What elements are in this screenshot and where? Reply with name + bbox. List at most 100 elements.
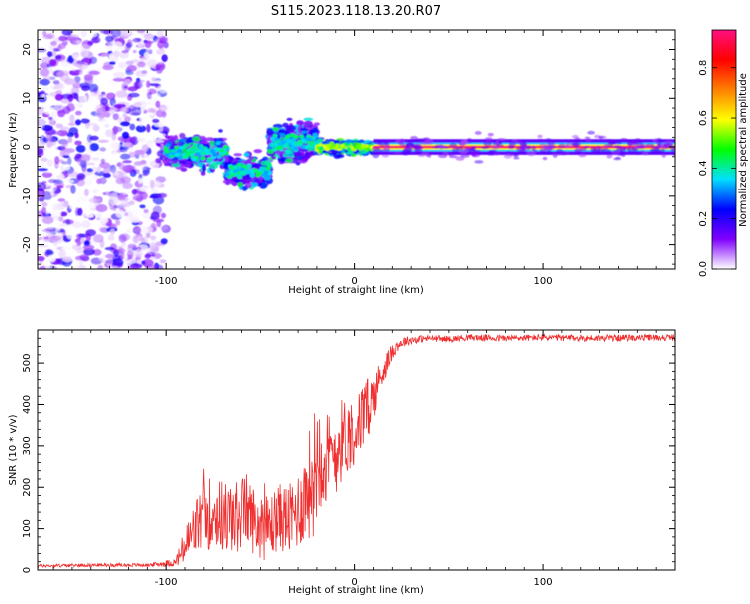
heat-blob <box>109 108 115 115</box>
heat-speckle <box>467 147 476 151</box>
heat-blob <box>124 196 131 200</box>
heat-blob <box>111 258 124 267</box>
heat-blob <box>110 30 122 38</box>
heat-blob <box>87 30 97 39</box>
heat-blob <box>64 78 75 85</box>
heat-blob <box>160 238 168 245</box>
heat-blob <box>64 179 75 184</box>
x-tick-label: -100 <box>155 276 178 287</box>
heat-blob <box>62 106 71 115</box>
heat-blob <box>96 212 102 218</box>
y-tick-label: 400 <box>22 395 33 414</box>
heat-blob <box>244 182 253 189</box>
heat-blob <box>83 114 94 119</box>
colorbar-tick-label: 0.8 <box>698 60 709 76</box>
heat-speckle <box>661 152 666 158</box>
heat-blob <box>59 211 68 217</box>
heat-blob <box>62 151 71 155</box>
heat-speckle <box>556 148 563 154</box>
heat-speckle <box>488 151 494 155</box>
heat-blob <box>192 136 202 142</box>
heat-blob <box>103 173 111 178</box>
heat-blob <box>38 244 49 248</box>
heat-speckle <box>543 144 554 150</box>
heat-blob <box>154 252 161 260</box>
heat-blob <box>113 188 122 193</box>
heat-speckle <box>483 140 492 147</box>
heat-blob <box>312 127 319 134</box>
heat-blob <box>43 148 53 155</box>
heat-blob <box>101 253 107 261</box>
heat-blob <box>72 40 77 45</box>
heat-blob <box>52 203 62 212</box>
colorbar-tick-label: 0.0 <box>698 261 709 277</box>
colorbar-gradient <box>712 30 736 269</box>
heat-blob <box>118 51 129 59</box>
snr-ylabel: SNR (10 * v/v) <box>8 414 19 485</box>
heat-speckle <box>541 151 547 155</box>
heat-blob <box>75 110 82 116</box>
heat-core <box>293 135 299 139</box>
heat-speckle <box>503 153 512 159</box>
heat-blob <box>88 197 101 204</box>
heat-blob <box>48 58 59 67</box>
heat-blob <box>80 44 92 49</box>
heat-blob <box>146 123 151 133</box>
heat-blob <box>115 219 121 226</box>
heat-speckle <box>639 144 649 148</box>
heat-core <box>284 135 290 140</box>
heat-speckle <box>658 145 664 149</box>
colorbar: 0.0 0.2 0.4 0.6 0.8 Normalized spectral ampl… <box>698 29 749 277</box>
heat-blob <box>139 204 146 209</box>
heat-blob <box>110 152 122 161</box>
heat-blob <box>75 145 86 153</box>
heat-blob <box>156 30 164 38</box>
heat-blob <box>237 182 243 188</box>
heat-blob <box>105 190 110 196</box>
heat-blob <box>228 158 233 162</box>
heat-blob <box>122 131 129 140</box>
heat-core <box>190 145 196 150</box>
snr-xlabel: Height of straight line (km) <box>288 585 424 596</box>
heat-blob <box>80 118 90 124</box>
heat-blob <box>99 239 105 249</box>
heat-blob <box>143 208 149 214</box>
heat-core <box>270 143 276 148</box>
heat-blob <box>140 159 147 165</box>
heat-blob <box>60 246 72 251</box>
x-tick-label: -100 <box>155 577 178 588</box>
heat-blob <box>303 117 314 121</box>
heat-speckle <box>583 145 590 149</box>
heat-blob <box>128 200 135 206</box>
heat-blob <box>146 80 151 88</box>
heat-blob <box>76 174 82 181</box>
heat-speckle <box>371 146 381 151</box>
heat-blob <box>134 153 140 159</box>
heat-core <box>361 144 367 149</box>
heat-blob <box>137 178 143 185</box>
heat-blob <box>86 168 94 173</box>
heat-blob <box>142 236 149 245</box>
heat-blob <box>272 127 280 131</box>
heat-blob <box>160 71 167 79</box>
heat-blob <box>142 258 154 267</box>
heat-speckle <box>552 153 558 156</box>
snr-background <box>38 330 675 570</box>
y-tick-label: 300 <box>22 436 33 455</box>
heat-core <box>223 144 228 149</box>
heat-blob <box>70 185 76 194</box>
heat-core <box>319 146 324 150</box>
heat-speckle <box>418 138 423 142</box>
heat-blob <box>149 83 160 87</box>
heat-blob <box>102 167 111 175</box>
heat-blob <box>156 150 165 157</box>
heat-blob <box>100 53 112 60</box>
heat-blob <box>127 265 137 269</box>
heat-core <box>249 173 255 178</box>
heat-blob <box>83 206 89 211</box>
heat-speckle <box>513 157 520 160</box>
heat-core <box>219 148 225 153</box>
heat-blob <box>233 153 242 157</box>
heat-blob <box>147 201 156 208</box>
heat-blob <box>68 122 76 126</box>
